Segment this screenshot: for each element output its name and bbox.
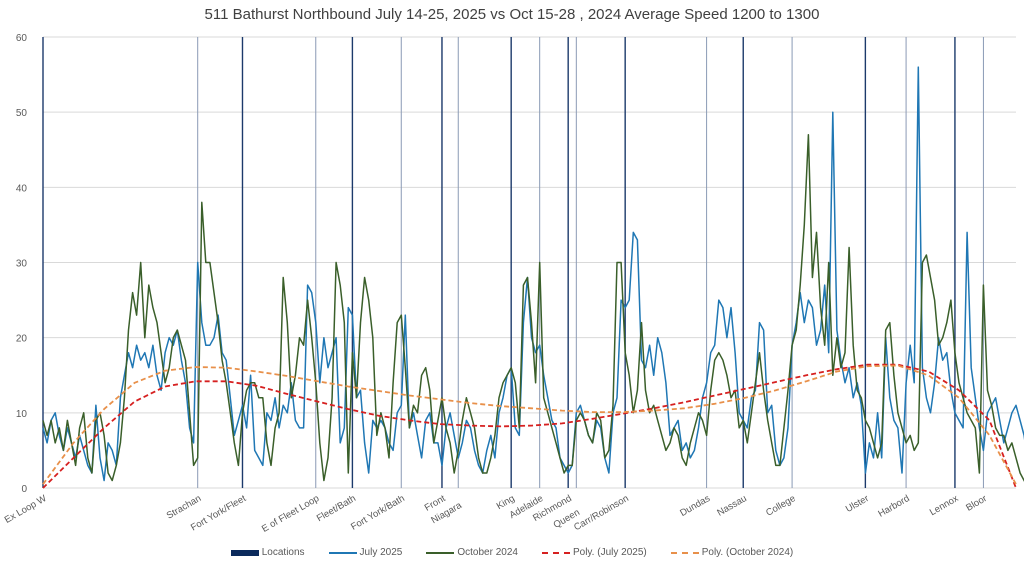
chart-title: 511 Bathurst Northbound July 14-25, 2025… bbox=[204, 6, 820, 23]
y-tick-label: 10 bbox=[16, 409, 28, 420]
x-tick-label: Nassau bbox=[715, 493, 748, 519]
y-tick-label: 30 bbox=[16, 259, 28, 270]
x-tick-label: E of Fleet Loop bbox=[260, 493, 321, 535]
y-tick-label: 50 bbox=[16, 108, 28, 119]
legend-swatch-icon bbox=[426, 551, 455, 554]
y-tick-label: 0 bbox=[21, 484, 27, 495]
x-tick-label: Bloor bbox=[964, 493, 989, 514]
x-tick-label: Lennox bbox=[928, 493, 961, 518]
x-tick-label: Ex Loop W bbox=[3, 493, 49, 526]
y-tick-label: 40 bbox=[16, 183, 28, 194]
x-tick-label: Ulster bbox=[844, 493, 871, 515]
x-tick-label: Carr/Robinson bbox=[572, 493, 631, 533]
legend-item: July 2025 bbox=[328, 547, 403, 558]
series-lines bbox=[42, 66, 1024, 489]
legend-item: October 2024 bbox=[426, 547, 518, 558]
legend-swatch-icon bbox=[541, 551, 570, 554]
x-tick-label: Dundas bbox=[678, 493, 712, 519]
y-tick-label: 60 bbox=[16, 33, 28, 44]
legend: Locations July 2025 October 2024 Poly. (Jul… bbox=[0, 547, 1024, 558]
series-october-2024 bbox=[42, 133, 1024, 482]
legend-label: Poly. (October 2024) bbox=[701, 547, 794, 558]
legend-item: Poly. (July 2025) bbox=[541, 547, 647, 558]
x-tick-label: Strachan bbox=[165, 493, 203, 522]
y-tick-label: 20 bbox=[16, 334, 28, 345]
legend-label: October 2024 bbox=[457, 547, 518, 558]
x-tick-label: Harbord bbox=[876, 493, 911, 520]
legend-item: Poly. (October 2024) bbox=[670, 547, 794, 558]
legend-label: July 2025 bbox=[359, 547, 403, 558]
legend-swatch-icon bbox=[328, 551, 357, 554]
series-poly-october-2024 bbox=[42, 364, 1017, 485]
x-tick-label: College bbox=[764, 493, 797, 519]
legend-label: Locations bbox=[261, 547, 305, 558]
y-axis-ticks: 0 10 20 30 40 50 60 bbox=[16, 33, 28, 495]
legend-swatch-icon bbox=[230, 549, 259, 556]
legend-swatch-icon bbox=[670, 551, 699, 554]
gridlines bbox=[43, 36, 1016, 489]
x-tick-label: Fleet/Bath bbox=[315, 493, 358, 524]
series-poly-july-2025 bbox=[42, 363, 1017, 489]
legend-label: Poly. (July 2025) bbox=[572, 547, 647, 558]
legend-item: Locations bbox=[230, 547, 305, 558]
x-tick-label: Fort York/Bath bbox=[349, 493, 407, 533]
